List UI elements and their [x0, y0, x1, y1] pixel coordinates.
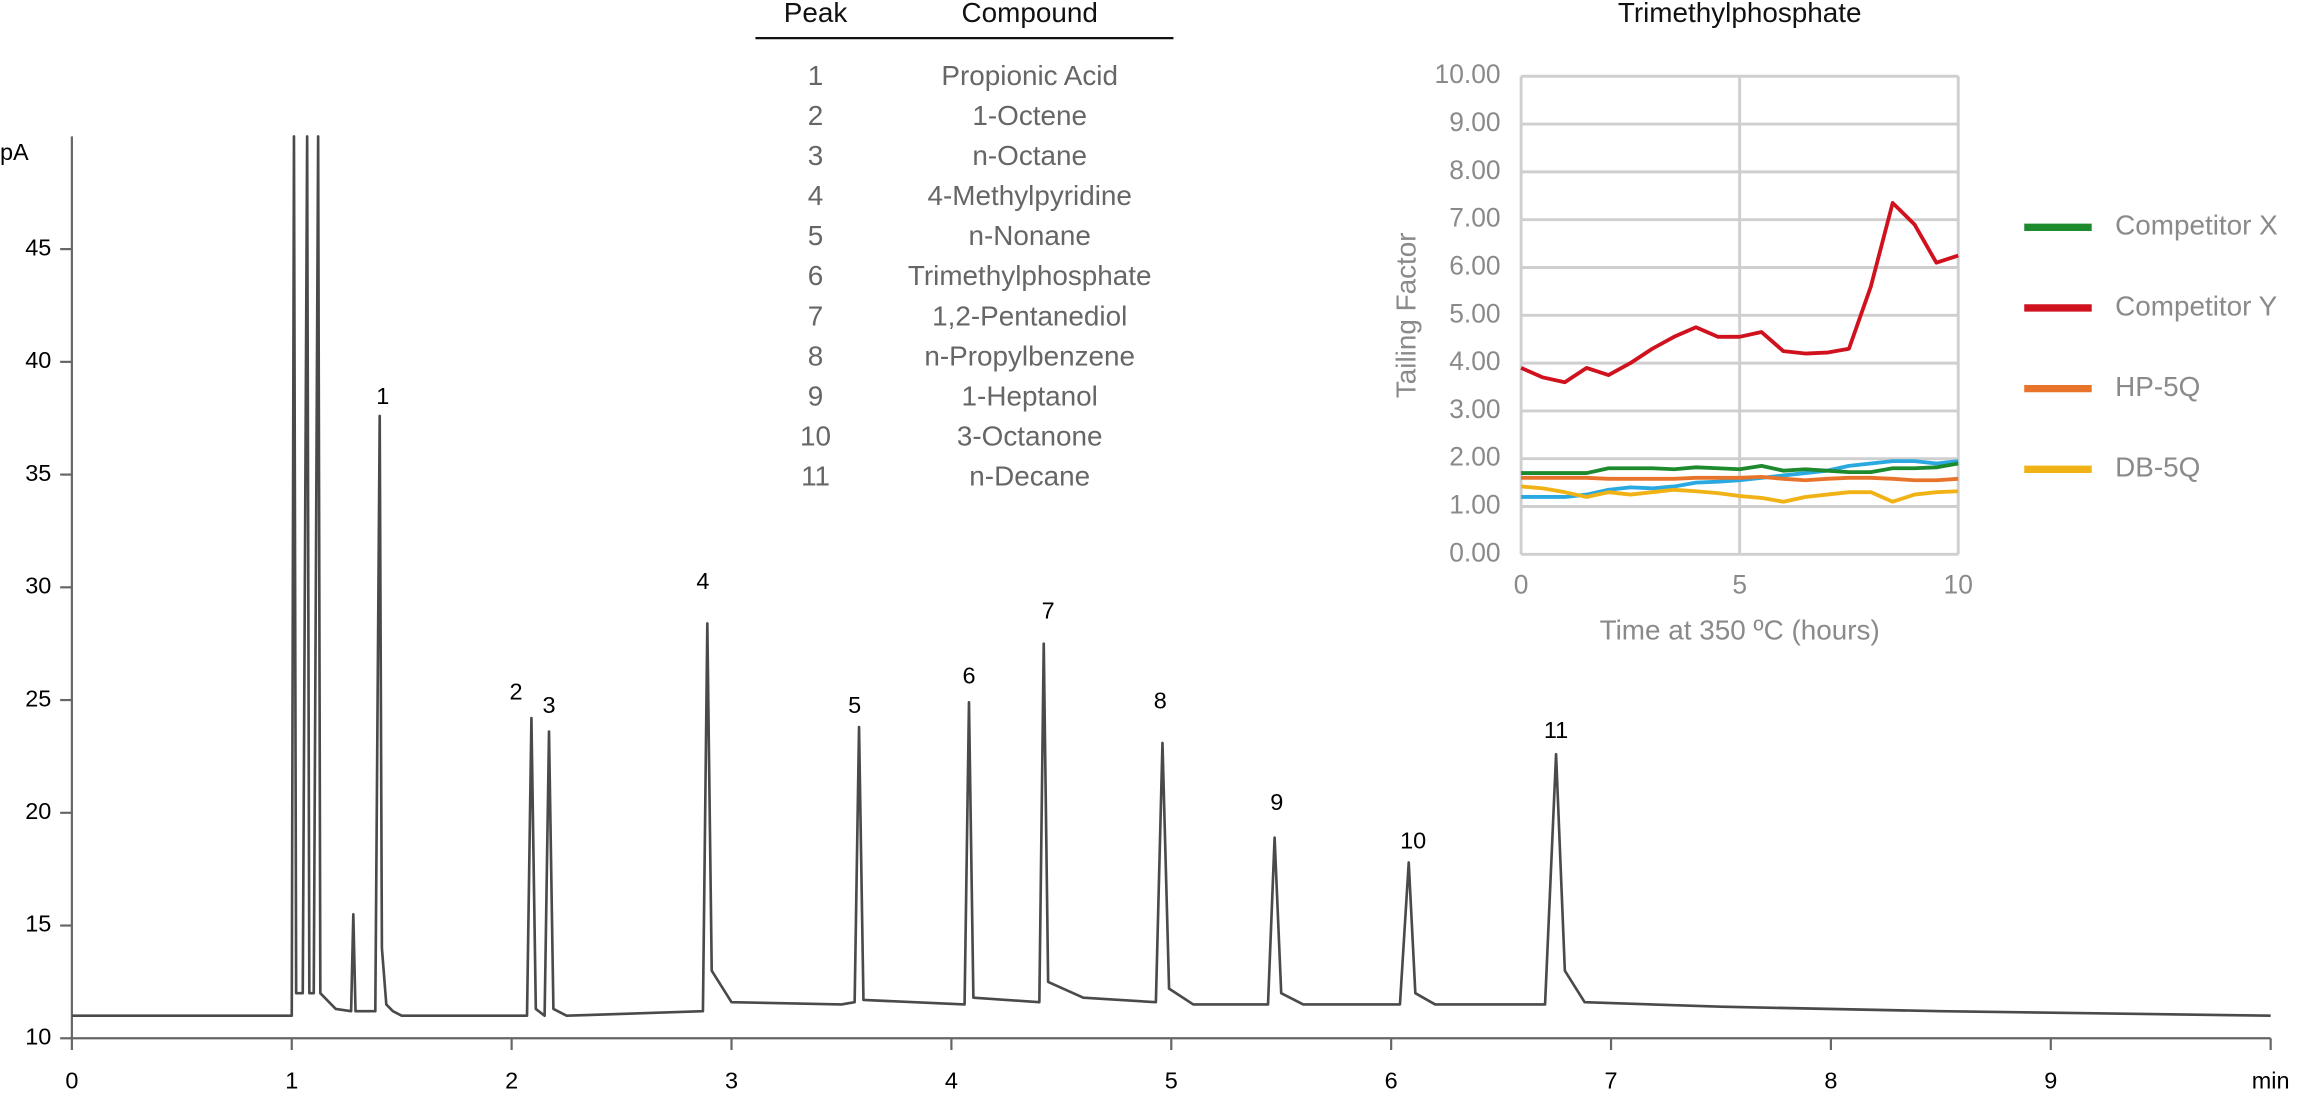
table-cell: 6	[808, 260, 824, 291]
peak-label: 9	[1270, 789, 1283, 815]
x-axis-label: Time at 350 ºC (hours)	[1600, 614, 1880, 645]
table-cell: 5	[808, 220, 824, 251]
peak-label: 8	[1154, 688, 1167, 714]
table-cell: 2	[808, 100, 824, 131]
x-tick-label: 2	[505, 1067, 518, 1093]
x-tick-label: 1	[285, 1067, 298, 1093]
table-cell: 1,2-Pentanediol	[932, 300, 1127, 331]
table-header: Compound	[962, 0, 1098, 28]
chart-title: Trimethylphosphate	[1618, 0, 1862, 28]
y-tick-label: 0.00	[1449, 537, 1500, 567]
series-line	[1520, 484, 1959, 504]
y-tick-label: 15	[25, 911, 51, 937]
table-cell: 1-Heptanol	[962, 380, 1098, 411]
table-cell: 1-Octene	[972, 100, 1087, 131]
y-tick-label: 5.00	[1449, 298, 1500, 328]
table-header: Peak	[784, 0, 848, 28]
table-cell: 8	[808, 340, 824, 371]
x-tick-label: 4	[945, 1067, 958, 1093]
peak-label: 10	[1400, 827, 1426, 853]
peak-label: 3	[542, 692, 555, 718]
table-cell: 1	[808, 60, 824, 91]
table-cell: 9	[808, 380, 824, 411]
y-tick-label: 30	[25, 573, 51, 599]
table-cell: 7	[808, 300, 824, 331]
table-cell: n-Propylbenzene	[924, 340, 1135, 371]
y-tick-label: 6.00	[1449, 250, 1500, 280]
y-tick-label: 25	[25, 685, 51, 711]
x-tick-label: 6	[1385, 1067, 1398, 1093]
y-tick-label: 10	[25, 1023, 51, 1049]
x-tick-label: 10	[1944, 570, 1973, 600]
table-cell: 4-Methylpyridine	[928, 180, 1132, 211]
peak-label: 2	[510, 679, 523, 705]
y-tick-label: 3.00	[1449, 394, 1500, 424]
peak-label: 7	[1042, 597, 1055, 623]
peak-label: 4	[696, 568, 709, 594]
x-tick-label: 0	[65, 1067, 78, 1093]
series-line	[1520, 201, 1959, 385]
table-cell: 3	[808, 140, 824, 171]
x-tick-label: 5	[1165, 1067, 1178, 1093]
table-cell: Trimethylphosphate	[908, 260, 1152, 291]
x-tick-label: 9	[2044, 1067, 2057, 1093]
x-tick-label: min	[2252, 1067, 2290, 1093]
series-line	[1521, 474, 1959, 483]
y-axis-label: pA	[0, 139, 29, 165]
table-cell: 10	[800, 420, 831, 451]
peak-label: 5	[848, 692, 861, 718]
x-tick-label: 5	[1732, 570, 1747, 600]
y-tick-label: 8.00	[1449, 155, 1500, 185]
legend-label: HP-5Q	[2115, 371, 2200, 402]
y-tick-label: 20	[25, 798, 51, 824]
x-tick-label: 0	[1514, 570, 1529, 600]
table-cell: n-Octane	[972, 140, 1087, 171]
table-cell: 4	[808, 180, 824, 211]
series-line	[71, 135, 2271, 1018]
series-line	[1521, 461, 1959, 475]
peak-label: 11	[1544, 717, 1568, 743]
y-tick-label: 40	[25, 347, 51, 373]
peak-label: 1	[376, 383, 389, 409]
y-axis-label: Tailing Factor	[1391, 232, 1422, 398]
y-tick-label: 2.00	[1449, 442, 1500, 472]
y-tick-label: 35	[25, 460, 51, 486]
y-tick-label: 7.00	[1449, 203, 1500, 233]
y-tick-label: 4.00	[1449, 346, 1500, 376]
x-tick-label: 3	[725, 1067, 738, 1093]
table-cell: n-Decane	[969, 460, 1090, 491]
y-tick-label: 9.00	[1449, 107, 1500, 137]
y-tick-label: 45	[25, 234, 51, 260]
series-line	[1521, 459, 1959, 499]
table-cell: n-Nonane	[969, 220, 1091, 251]
y-tick-label: 1.00	[1449, 489, 1500, 519]
peak-label: 6	[962, 663, 975, 689]
x-tick-label: 7	[1605, 1067, 1618, 1093]
legend-label: DB-5Q	[2115, 452, 2200, 483]
y-tick-label: 10.00	[1435, 59, 1501, 89]
legend-label: Competitor X	[2115, 210, 2278, 241]
table-cell: 3-Octanone	[957, 420, 1103, 451]
table-cell: Propionic Acid	[941, 60, 1118, 91]
table-cell: 11	[801, 460, 830, 491]
x-tick-label: 8	[1824, 1067, 1837, 1093]
legend-label: Competitor Y	[2115, 290, 2277, 321]
